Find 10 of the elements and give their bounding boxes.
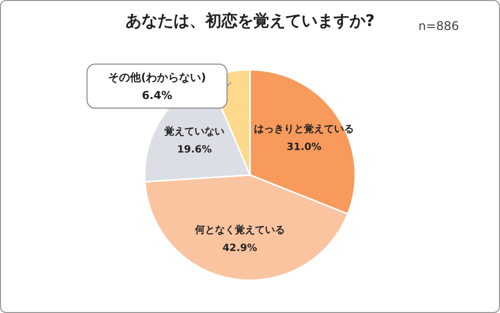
data-label: 42.9% [222,243,258,254]
text: n=886 [418,19,459,33]
data-label: 31.0% [286,142,322,153]
data-label: 6.4% [142,89,172,102]
slice-label: はっきりと覚えている [254,122,354,135]
slice-label: 覚えていない [164,125,224,138]
data-label: 19.6% [177,144,212,156]
chart-title: あなたは、初恋を覚えていますか? [125,11,375,30]
slice-label: その他(わからない) [108,71,206,84]
slice-label: 何となく覚えている [194,224,285,236]
